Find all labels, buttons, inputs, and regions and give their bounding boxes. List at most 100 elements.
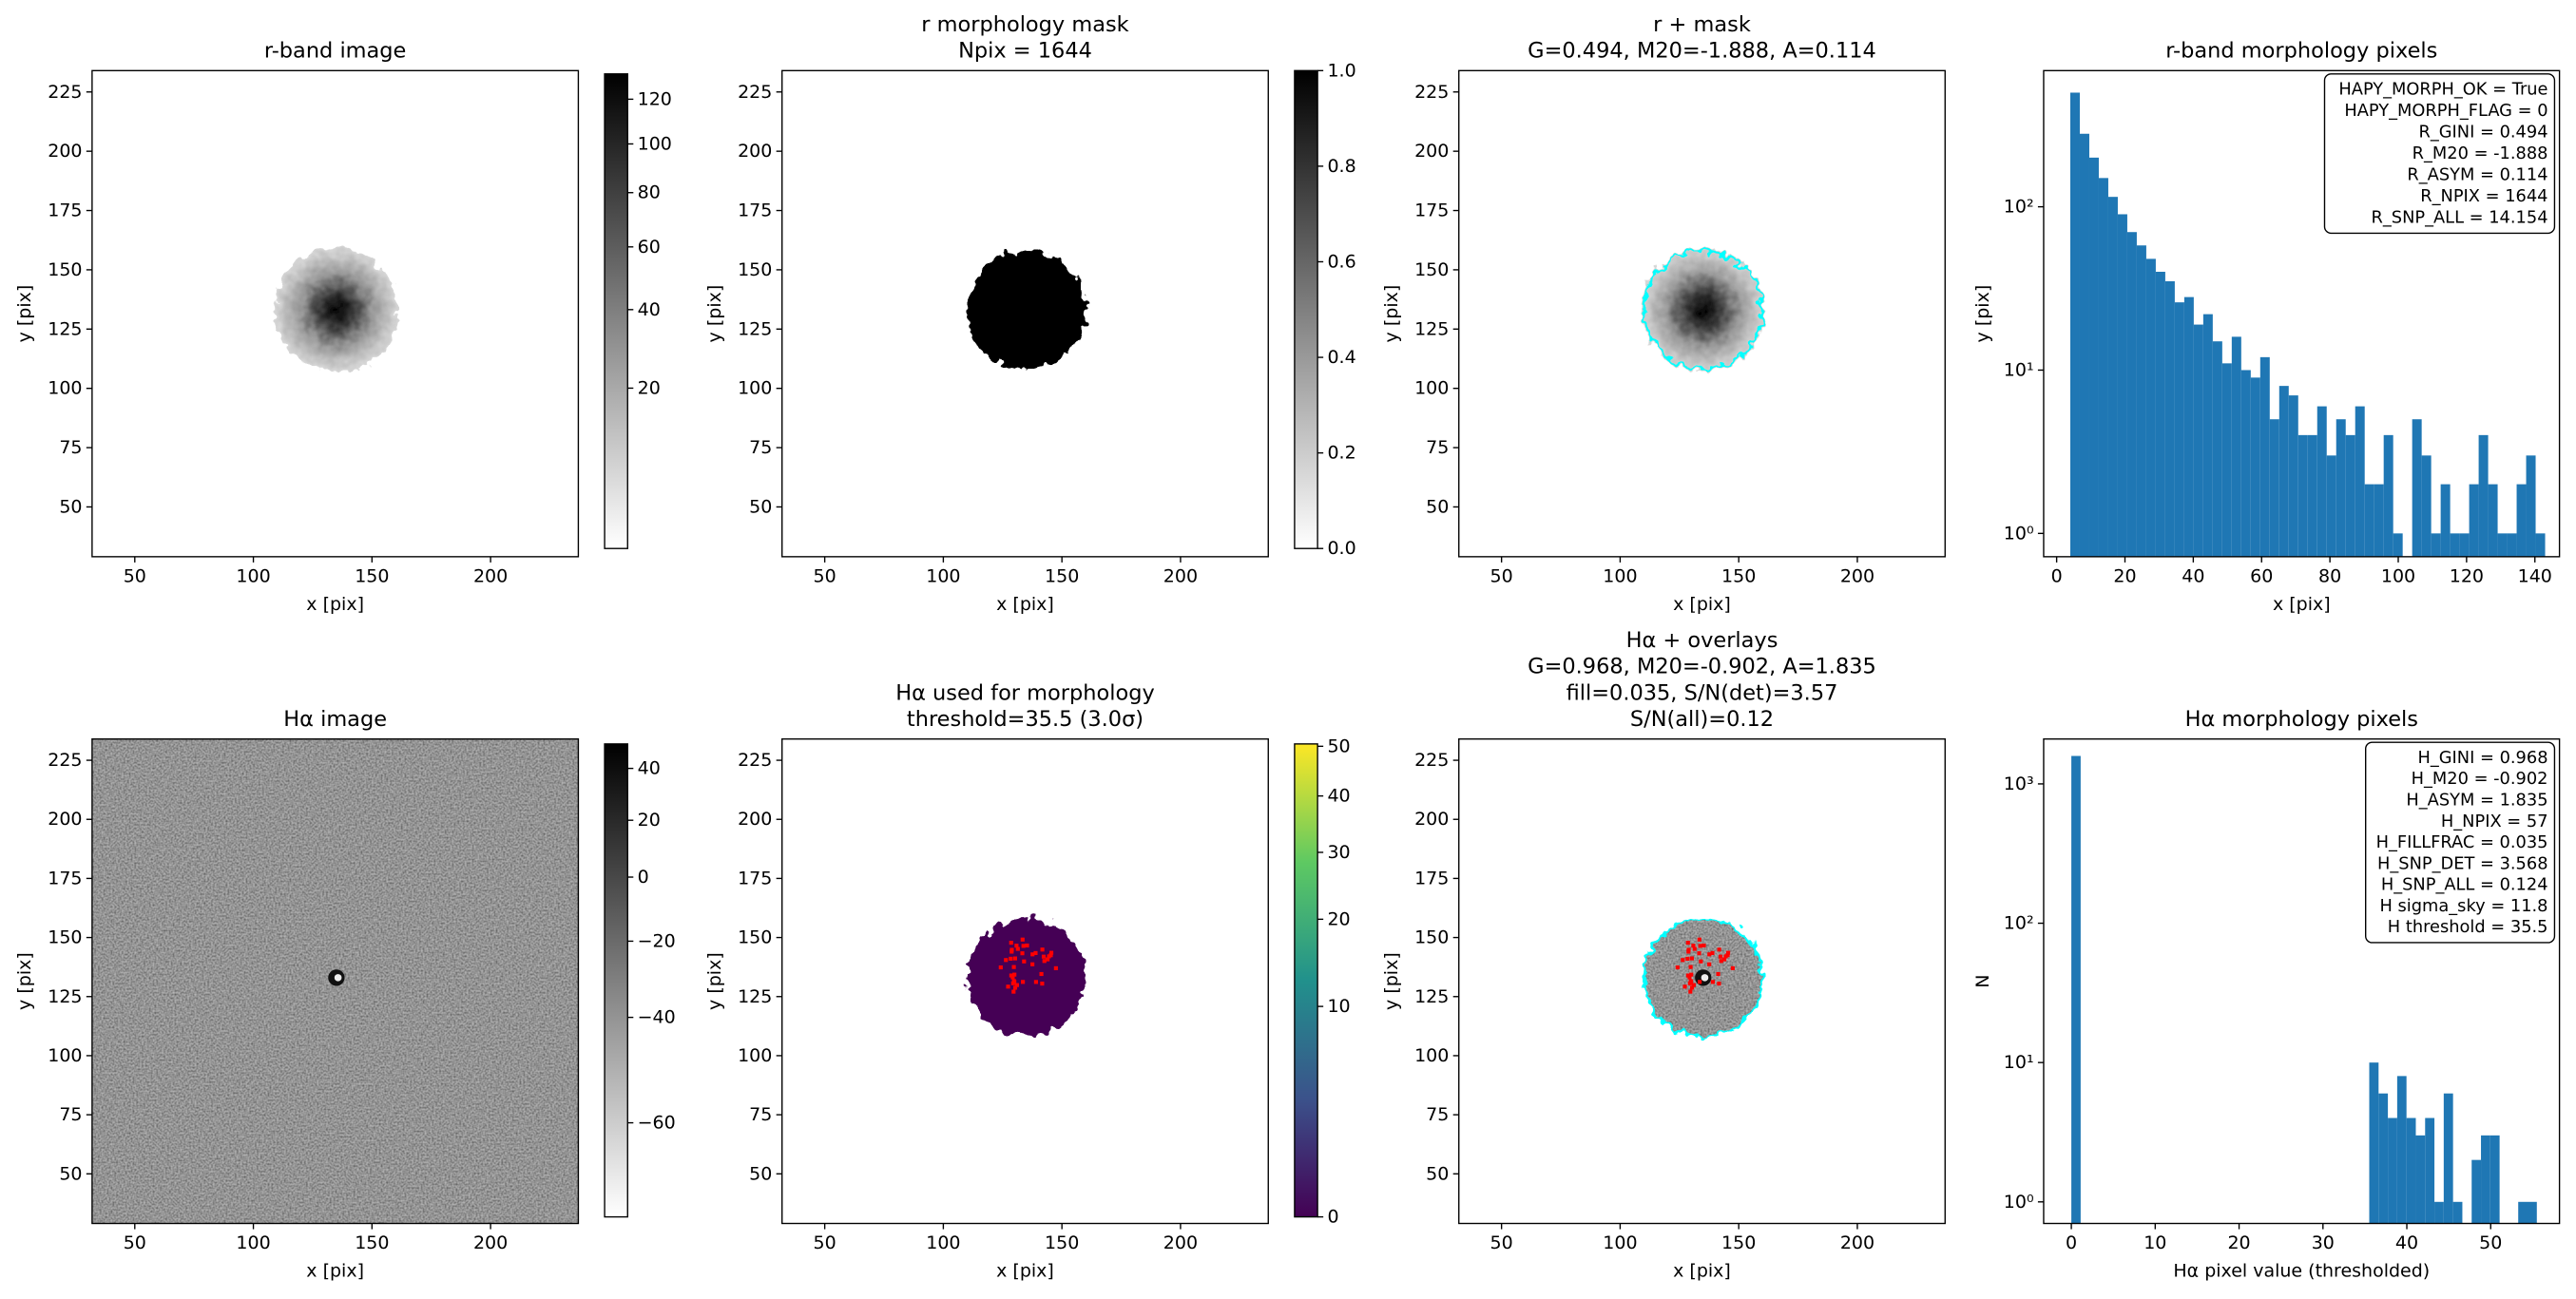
detected-pixel [1691, 944, 1696, 948]
histogram-bar [2393, 533, 2403, 557]
y-tick-label: 225 [48, 82, 82, 103]
detected-pixel [1011, 989, 1016, 994]
y-tick-label: 125 [48, 318, 82, 339]
colorbar-tick-label: 80 [638, 182, 661, 203]
colorbar-tick-label: −40 [638, 1007, 676, 1028]
detected-pixel [1687, 981, 1692, 985]
annotation-line: R_NPIX = 1644 [2420, 186, 2547, 206]
colorbar-tick-label: 20 [638, 377, 661, 398]
histogram-bar [2355, 406, 2365, 557]
panel-title: r morphology mask [921, 12, 1128, 37]
y-tick-label: 100 [1414, 378, 1449, 399]
mask-region [967, 918, 1086, 1038]
y-tick-label: 75 [749, 437, 772, 458]
y-tick-label: 200 [738, 809, 772, 830]
plot-area [2069, 92, 2546, 557]
annotation-line: R_M20 = -1.888 [2413, 143, 2548, 163]
y-axis-label: y [pix] [1381, 952, 1402, 1010]
panel-title: Hα + overlays [1626, 628, 1778, 653]
mask-contour [1642, 917, 1764, 1039]
detected-pixel [1014, 983, 1019, 987]
x-tick-label: 20 [2227, 1232, 2250, 1253]
y-tick-label: 150 [738, 927, 772, 948]
x-tick-label: 150 [355, 1232, 389, 1253]
detected-pixel [1053, 965, 1058, 970]
panel-title: fill=0.035, S/N(det)=3.57 [1567, 680, 1838, 705]
detected-pixel [1009, 941, 1013, 946]
x-tick-label: 200 [473, 566, 508, 587]
detected-pixel [1004, 958, 1009, 963]
x-tick-label: 50 [1490, 1232, 1513, 1253]
histogram-bar [2452, 1201, 2463, 1224]
y-tick-label: 100 [1414, 1045, 1449, 1066]
annotation-line: R_ASYM = 0.114 [2407, 165, 2547, 185]
x-tick-label: 100 [2381, 566, 2415, 587]
y-tick-label: 75 [1426, 1104, 1449, 1125]
detected-pixel [1010, 975, 1015, 980]
y-axis-label: y [pix] [1972, 285, 1993, 343]
y-tick-label: 175 [738, 868, 772, 888]
histogram-bar [2469, 484, 2479, 557]
detected-pixel [1717, 947, 1721, 952]
detected-pixel [1041, 954, 1047, 959]
x-tick-label: 150 [1721, 1232, 1756, 1253]
histogram-bar [2174, 302, 2184, 557]
y-axis-label: y [pix] [14, 952, 35, 1010]
histogram-bar [2126, 232, 2137, 557]
detected-pixel [1710, 950, 1715, 955]
colorbar-tick-label: 30 [1327, 842, 1350, 863]
x-tick-label: 150 [1045, 1232, 1079, 1253]
y-tick-label: 10² [2004, 197, 2034, 218]
y-axis-label: y [pix] [704, 952, 725, 1010]
y-tick-label: 175 [738, 201, 772, 221]
y-axis-label: N [1972, 974, 1993, 987]
detected-pixel [1020, 951, 1025, 956]
x-tick-label: 200 [1840, 566, 1874, 587]
x-tick-label: 150 [355, 566, 389, 587]
detected-pixel [1688, 965, 1693, 969]
detected-pixel [1681, 958, 1685, 963]
x-tick-label: 140 [2518, 566, 2552, 587]
y-tick-label: 150 [48, 927, 82, 948]
y-tick-label: 200 [738, 141, 772, 162]
panel-title: G=0.968, M20=-0.902, A=1.835 [1528, 655, 1876, 679]
histogram-bar [2193, 324, 2203, 557]
detected-pixel [1021, 980, 1026, 984]
y-tick-label: 50 [749, 496, 772, 517]
detected-pixel [1040, 947, 1045, 952]
x-tick-label: 100 [236, 1232, 270, 1253]
annotation-line: H_NPIX = 57 [2441, 812, 2548, 831]
detected-pixel [1682, 984, 1687, 989]
panel-title: r-band morphology pixels [2165, 39, 2437, 64]
detected-pixel [998, 965, 1003, 970]
plot-area [1458, 738, 1946, 1224]
plot-area [967, 250, 1086, 370]
histogram-bar [2155, 272, 2165, 557]
histogram-bar [2440, 484, 2451, 557]
histogram-bar [2421, 455, 2432, 557]
y-tick-label: 50 [749, 1163, 772, 1184]
x-tick-label: 200 [1163, 1232, 1198, 1253]
y-tick-label: 225 [738, 82, 772, 103]
colorbar-tick-label: 100 [638, 133, 672, 154]
detected-pixel [1719, 959, 1723, 964]
x-tick-label: 50 [124, 1232, 146, 1253]
x-tick-label: 150 [1045, 566, 1079, 587]
y-tick-label: 200 [48, 809, 82, 830]
histogram-bar [2202, 314, 2213, 557]
colorbar [1294, 69, 1318, 549]
x-tick-label: 200 [1840, 1232, 1874, 1253]
y-tick-label: 75 [749, 1104, 772, 1125]
detected-pixel [1042, 959, 1047, 964]
histogram-bar [2326, 455, 2336, 557]
x-axis-label: Hα pixel value (thresholded) [2173, 1261, 2430, 1282]
x-tick-label: 50 [814, 566, 836, 587]
colorbar-tick-label: 10 [1327, 996, 1350, 1017]
detected-pixel [1687, 975, 1692, 980]
histogram-bar [2316, 406, 2327, 557]
detected-pixel [1710, 980, 1715, 984]
histogram-bar [2136, 245, 2146, 557]
detected-pixel [1699, 959, 1703, 964]
mask-region [967, 250, 1086, 370]
histogram-bar [2528, 1201, 2537, 1224]
